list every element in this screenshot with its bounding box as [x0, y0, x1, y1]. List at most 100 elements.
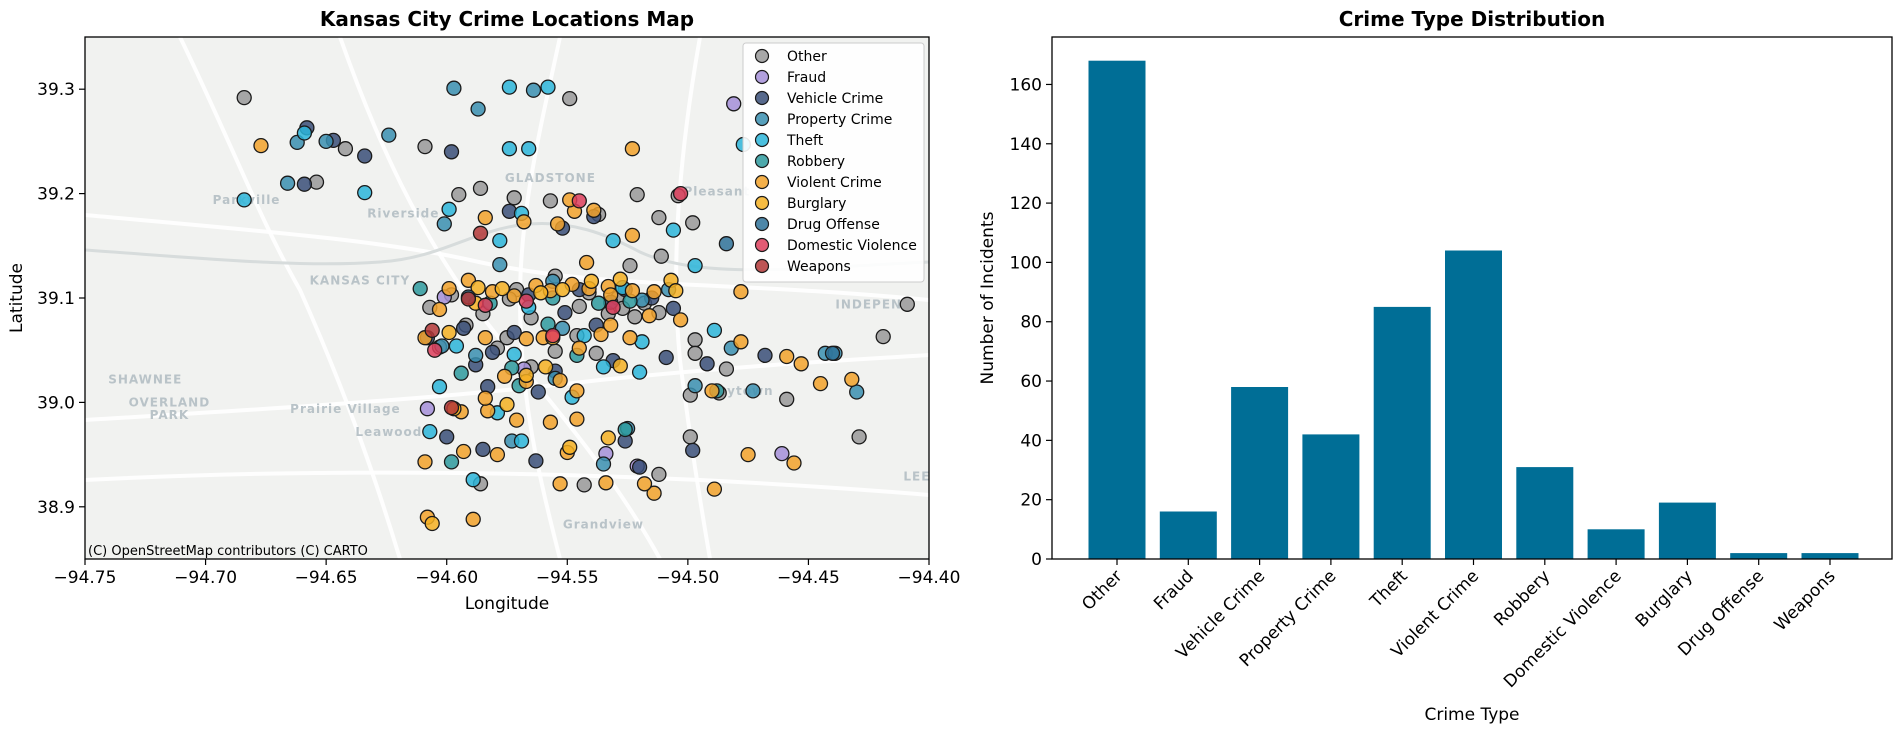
bar-drug-offense [1730, 553, 1788, 559]
legend-label-fraud: Fraud [787, 70, 826, 86]
point-property-crime [492, 256, 508, 273]
bar-vehicle-crime [1231, 387, 1289, 559]
point-violent-crime [603, 287, 619, 303]
map-place-label: INDEPEN [835, 297, 902, 311]
bar-plot-frame [1051, 36, 1893, 560]
legend-marker-drug-offense [754, 216, 770, 232]
point-violent-crime [578, 254, 595, 271]
point-vehicle-crime [685, 442, 701, 459]
legend-label-robbery: Robbery [787, 154, 845, 170]
map-y-tick-label: 39.1 [37, 289, 75, 309]
point-robbery [617, 421, 633, 438]
point-violent-crime [812, 375, 829, 392]
point-domestic-violence [477, 297, 493, 313]
point-drug-offense [718, 236, 735, 252]
point-violent-crime [844, 371, 860, 388]
point-vehicle-crime [484, 344, 501, 360]
point-burglary [554, 281, 571, 298]
point-theft [431, 379, 448, 395]
bar-x-tick-label: Weapons [1771, 566, 1840, 635]
map-x-axis: −94.75 −94.70 −94.65 −94.60 −94.55 −94.50 −94.… [54, 559, 960, 588]
bar-y-tick-label: 60 [1020, 372, 1042, 392]
point-violent-crime [480, 403, 496, 419]
bar-other [1088, 60, 1146, 559]
map-y-axis-label: Latitude [7, 263, 27, 333]
bar-title: Crime Type Distribution [1339, 7, 1606, 31]
point-fraud [726, 96, 742, 112]
point-theft [631, 364, 648, 380]
point-other [875, 328, 891, 345]
point-burglary [470, 279, 486, 296]
point-domestic-violence [518, 293, 534, 309]
point-property-crime [279, 175, 296, 191]
point-vehicle-crime [443, 144, 460, 160]
point-violent-crime [641, 308, 657, 324]
point-other [576, 477, 592, 493]
legend-label-vehicle-crime: Vehicle Crime [787, 91, 883, 107]
point-burglary [494, 280, 510, 297]
bar-x-tick-label: Theft [1366, 566, 1412, 612]
point-other [629, 186, 645, 203]
legend-label-property-crime: Property Crime [787, 112, 892, 128]
point-violent-crime [542, 414, 559, 430]
point-burglary [562, 439, 578, 455]
point-violent-crime [477, 390, 493, 406]
point-robbery [453, 365, 469, 381]
bar-y-tick-label: 100 [1010, 253, 1042, 273]
bar-y-tick-label: 140 [1010, 135, 1042, 155]
point-other [571, 298, 587, 315]
point-domestic-violence [672, 185, 689, 202]
point-fraud [774, 445, 790, 462]
bar-x-tick-label: Robbery [1490, 566, 1554, 630]
point-theft [706, 322, 723, 339]
point-violent-crime [624, 283, 641, 299]
point-theft [605, 232, 621, 249]
point-violent-crime [598, 475, 614, 491]
map-place-label: PARK [150, 408, 190, 422]
point-other [899, 296, 915, 312]
bar-series [1088, 60, 1859, 559]
point-violent-crime [508, 412, 525, 428]
map-y-tick-label: 39.2 [37, 185, 75, 205]
point-theft [236, 192, 252, 208]
point-property-crime [595, 456, 612, 472]
bar-theft [1373, 306, 1431, 559]
point-robbery [590, 295, 607, 311]
map-road [178, 37, 402, 559]
bar-robbery [1516, 467, 1574, 559]
point-violent-crime [733, 284, 749, 300]
point-fraud [419, 401, 436, 417]
bar-fraud [1159, 511, 1217, 559]
point-theft [422, 423, 438, 440]
point-violent-crime [646, 485, 662, 501]
point-theft [501, 79, 518, 95]
point-other [687, 332, 703, 348]
point-violent-crime [622, 330, 638, 346]
point-burglary [518, 367, 534, 383]
point-violent-crime [603, 317, 619, 333]
map-place-label: Leawood [355, 425, 422, 439]
point-other [651, 466, 667, 483]
legend-label-domestic-violence: Domestic Violence [787, 238, 917, 254]
map-road [674, 37, 712, 559]
point-property-crime [470, 101, 486, 117]
point-theft [521, 141, 537, 157]
point-violent-crime [496, 368, 513, 384]
point-burglary [612, 358, 628, 374]
point-theft [595, 359, 612, 375]
point-burglary [424, 515, 440, 532]
point-theft [357, 184, 373, 201]
point-theft [441, 201, 457, 217]
point-property-crime [687, 378, 703, 394]
point-violent-crime [518, 331, 534, 347]
point-other [651, 209, 667, 226]
point-violent-crime [586, 202, 602, 218]
map-place-label: GLADSTONE [505, 171, 596, 185]
map-place-label: Pleasant [683, 185, 750, 199]
point-property-crime [318, 133, 334, 150]
point-violent-crime [593, 326, 609, 343]
point-other [542, 193, 559, 209]
